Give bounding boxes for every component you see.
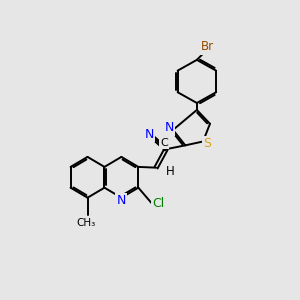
- Text: Cl: Cl: [152, 197, 164, 210]
- Text: C: C: [160, 138, 168, 148]
- Text: S: S: [203, 137, 211, 150]
- Text: CH₃: CH₃: [76, 218, 96, 228]
- Text: N: N: [144, 128, 154, 141]
- Text: Br: Br: [201, 40, 214, 53]
- Text: H: H: [166, 165, 174, 178]
- Text: N: N: [117, 194, 126, 207]
- Text: N: N: [164, 121, 174, 134]
